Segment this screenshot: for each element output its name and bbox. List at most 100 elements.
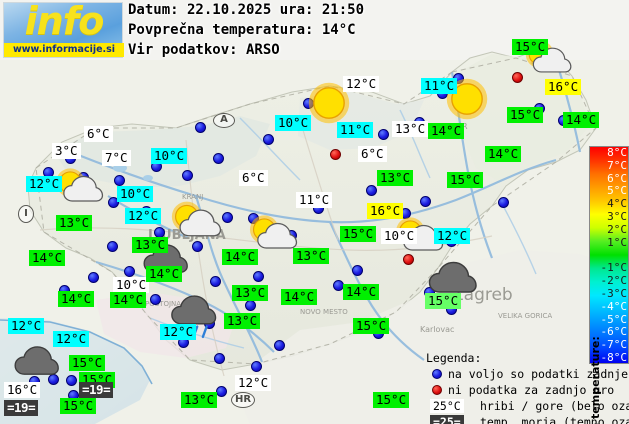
station-temperature-label: 14°C [110, 292, 147, 308]
scale-tick-label: -4°C [600, 300, 628, 313]
station-temperature-label: 15°C [512, 39, 549, 55]
station-temperature-label: 10°C [151, 148, 188, 164]
station-temperature-label: 10°C [381, 228, 418, 244]
station-temperature-label: 3°C [52, 143, 81, 159]
station-temperature-label: 15°C [340, 226, 377, 242]
station-temperature-label: 12°C [125, 208, 162, 224]
station-temperature-label: 14°C [343, 284, 380, 300]
legend: Legenda: na voljo so podatki zadnje uren… [426, 352, 629, 424]
station-dot-available[interactable] [213, 153, 224, 164]
station-temperature-label: 13°C [56, 215, 93, 231]
country-code-roundel: HR [231, 392, 255, 408]
station-dot-available[interactable] [214, 353, 225, 364]
sun-cloud-weather-icon [170, 196, 226, 240]
scale-tick-label: 2°C [607, 223, 627, 236]
station-dot-available[interactable] [182, 170, 193, 181]
legend-sample-chip: 25°C [430, 399, 464, 413]
station-temperature-label: 15°C [447, 172, 484, 188]
sun-weather-icon [306, 80, 352, 126]
legend-available-dot-icon [432, 369, 442, 379]
scale-tick-label: 5°C [607, 184, 627, 197]
station-dot-available[interactable] [124, 266, 135, 277]
station-temperature-label: 13°C [132, 237, 169, 253]
station-temperature-label: 15°C [507, 107, 544, 123]
station-dot-available[interactable] [66, 375, 77, 386]
sea-temperature-label: =19= [79, 382, 114, 398]
country-code-roundel: A [213, 113, 235, 128]
station-dot-available[interactable] [253, 271, 264, 282]
station-temperature-label: 13°C [181, 392, 218, 408]
place-label: POSTOJNA [145, 300, 182, 308]
station-dot-available[interactable] [114, 175, 125, 186]
station-temperature-label: 12°C [53, 331, 90, 347]
station-dot-available[interactable] [245, 300, 256, 311]
scale-tick-label: -1°C [600, 261, 628, 274]
station-dot-missing[interactable] [330, 149, 341, 160]
station-dot-available[interactable] [378, 129, 389, 140]
date-time-text: Datum: 22.10.2025 ura: 21:50 [128, 2, 365, 18]
legend-row-text: ni podatka za zadnjo uro [448, 383, 615, 397]
station-temperature-label: 14°C [428, 123, 465, 139]
station-temperature-label: 14°C [29, 250, 66, 266]
station-temperature-label: 14°C [485, 146, 522, 162]
station-temperature-label: 13°C [232, 285, 269, 301]
station-dot-missing[interactable] [403, 254, 414, 265]
legend-rows: na voljo so podatki zadnje ure ni podatka… [426, 366, 629, 424]
station-temperature-label: 11°C [296, 192, 333, 208]
scale-tick-label: 1°C [607, 236, 627, 249]
station-temperature-label: 11°C [421, 78, 458, 94]
place-label: VELIKA GORICA [498, 312, 553, 320]
station-dot-available[interactable] [150, 294, 161, 305]
legend-row-text: hribi / gore (belo ozadje) [480, 399, 629, 413]
legend-missing-dot-icon [432, 385, 442, 395]
station-temperature-label: 12°C [235, 375, 272, 391]
station-dot-available[interactable] [366, 185, 377, 196]
station-dot-available[interactable] [498, 197, 509, 208]
temperature-deviation-scale: 8°C 7°C 6°C 5°C 4°C 3°C 2°C 1°C -1°C -2°C -3°C -4°C… [589, 146, 629, 424]
station-dot-available[interactable] [192, 241, 203, 252]
cloud-weather-icon [424, 255, 480, 295]
station-dot-available[interactable] [352, 265, 363, 276]
legend-row: 25°C hribi / gore (belo ozadje) [426, 398, 629, 414]
station-dot-available[interactable] [88, 272, 99, 283]
station-dot-missing[interactable] [512, 72, 523, 83]
header: info www.informacije.si Datum: 22.10.202… [0, 0, 430, 62]
station-temperature-label: 16°C [367, 203, 404, 219]
scale-tick-label: 7°C [607, 159, 627, 172]
station-dot-available[interactable] [263, 134, 274, 145]
average-temperature-text: Povprečna temperatura: 14°C [128, 22, 356, 38]
station-temperature-label: 16°C [545, 79, 582, 95]
station-temperature-label: 15°C [425, 293, 462, 309]
station-temperature-label: 13°C [224, 313, 261, 329]
station-dot-available[interactable] [274, 340, 285, 351]
station-temperature-label: 13°C [392, 121, 429, 137]
station-dot-available[interactable] [216, 386, 227, 397]
station-dot-available[interactable] [251, 361, 262, 372]
scale-tick-label: 3°C [607, 210, 627, 223]
station-dot-available[interactable] [222, 212, 233, 223]
legend-sample-chip: =25= [430, 415, 464, 424]
legend-row: =25= temp. morja (temno ozadje) [426, 414, 629, 424]
station-temperature-label: 14°C [58, 291, 95, 307]
legend-row: ni podatka za zadnjo uro [426, 382, 615, 398]
site-logo[interactable]: info www.informacije.si [3, 0, 124, 58]
station-temperature-label: 10°C [117, 186, 154, 202]
station-temperature-label: 11°C [337, 122, 374, 138]
station-temperature-label: 15°C [60, 398, 97, 414]
legend-row-text: na voljo so podatki zadnje ure [448, 367, 629, 381]
station-dot-available[interactable] [195, 122, 206, 133]
station-dot-available[interactable] [420, 196, 431, 207]
data-source-text: Vir podatkov: ARSO [128, 42, 280, 58]
station-dot-available[interactable] [108, 197, 119, 208]
station-temperature-label: 14°C [222, 249, 259, 265]
scale-tick-label: 4°C [607, 197, 627, 210]
station-dot-available[interactable] [210, 276, 221, 287]
station-dot-available[interactable] [107, 241, 118, 252]
station-temperature-label: 15°C [353, 318, 390, 334]
station-temperature-label: 12°C [343, 76, 380, 92]
station-temperature-label: 15°C [69, 355, 106, 371]
station-temperature-label: 14°C [146, 266, 183, 282]
scale-tick-label: 8°C [607, 146, 627, 159]
station-temperature-label: 16°C [4, 382, 41, 398]
sun-cloud-weather-icon [248, 210, 302, 252]
